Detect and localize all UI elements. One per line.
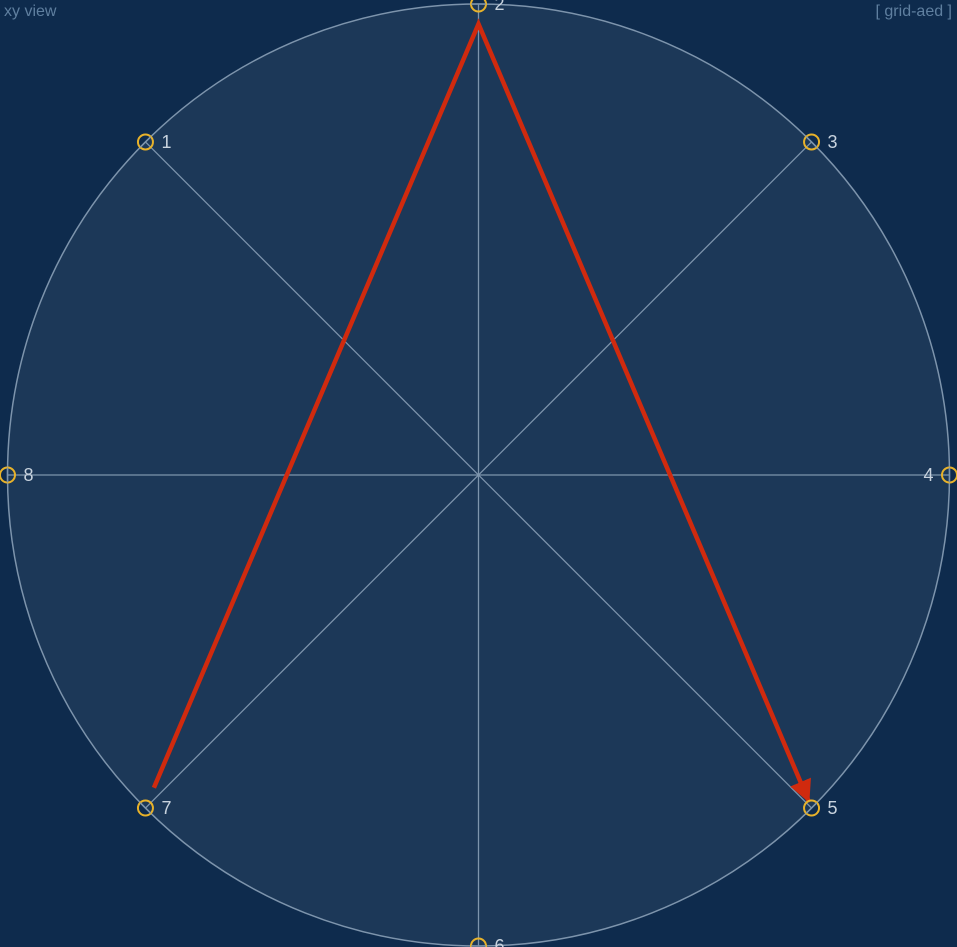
node-marker[interactable] [803,133,821,151]
node-tick [139,136,152,148]
node-marker[interactable] [136,133,154,151]
node-label: 4 [923,465,933,485]
node-1[interactable]: 1 [136,132,172,152]
node-label: 1 [161,132,171,152]
node-5[interactable]: 5 [803,798,838,818]
node-tick [139,802,152,814]
node-label: 6 [495,936,505,947]
node-3[interactable]: 3 [803,132,838,152]
grid-label: [ grid-aed ] [875,3,952,20]
node-7[interactable]: 7 [136,798,172,818]
node-8[interactable]: 8 [0,465,34,485]
spokes-group [7,4,950,946]
node-label: 2 [495,0,505,14]
node-marker[interactable] [136,799,154,817]
node-6[interactable]: 6 [470,936,505,947]
view-label: xy view [4,3,57,20]
node-label: 3 [828,132,838,152]
path-line [151,18,811,803]
node-tick [805,136,818,148]
node-label: 8 [24,465,34,485]
node-tick [805,802,818,814]
node-4[interactable]: 4 [923,465,957,485]
node-2[interactable]: 2 [470,0,505,14]
node-marker[interactable] [803,799,821,817]
node-label: 7 [161,798,171,818]
node-label: 5 [828,798,838,818]
